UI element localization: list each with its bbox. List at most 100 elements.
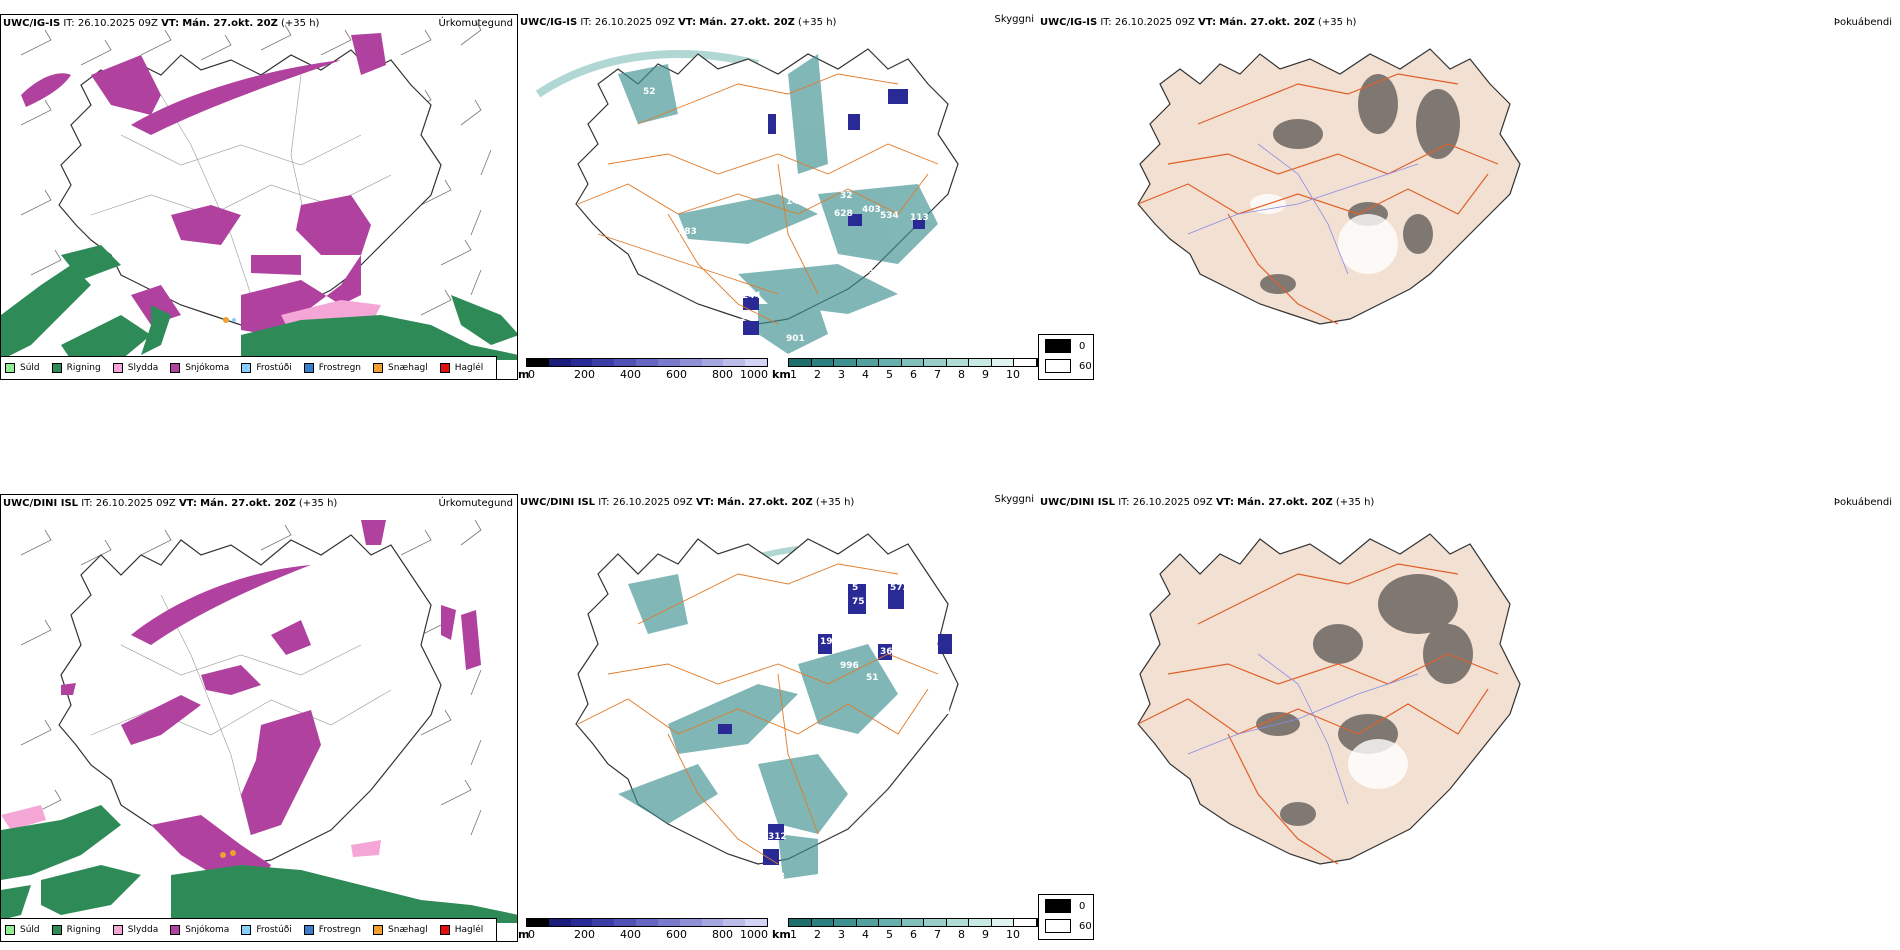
height-label-4: 383 (678, 227, 697, 237)
height-label-1: 5 (852, 583, 858, 593)
ceiling-color-step (570, 919, 593, 926)
fog-clear-areas (1348, 739, 1408, 789)
visibility-color-step (946, 359, 970, 366)
visibility-color-step (946, 919, 970, 926)
visibility-color-step (879, 919, 902, 926)
visibility-colorbar: km 1 2 3 4 5 6 7 8 9 10 (772, 918, 1038, 941)
visibility-areas (618, 54, 938, 354)
legend-swatch-freezing-drizzle (241, 925, 252, 935)
visibility-color-step (991, 919, 1015, 926)
ceiling-map-drawing: 5 573 75 189 55 19 36 996 279 51 24 312 … (575, 533, 959, 882)
precip-legend: Súld Rigning Slydda Snjókoma Frostúði Fr… (1, 918, 498, 941)
height-label-9: 279 (900, 647, 919, 657)
height-label-6: 403 (862, 205, 881, 215)
height-label-8: 534 (880, 211, 899, 221)
height-label-3: 14 (786, 197, 799, 207)
legend-swatch-sleet (112, 363, 123, 373)
cloud-ceiling-map-row1: 52 35 14 383 32 403 628 534 113 349 244 … (518, 14, 1038, 380)
visibility-color-step (789, 919, 812, 926)
fog-map-drawing (1137, 48, 1521, 325)
ceiling-color-strip (526, 918, 768, 927)
height-label-13: 308 (766, 872, 785, 882)
height-label-2: 35 (613, 117, 626, 127)
visibility-color-step (811, 919, 835, 926)
low-ceiling-spots (718, 584, 952, 865)
fog-map-drawing (1137, 533, 1521, 865)
ceiling-color-step (614, 359, 637, 366)
graupel-point (230, 850, 236, 856)
legend-swatch-hail (439, 363, 450, 373)
ceiling-color-step (701, 919, 724, 926)
ceiling-color-step (527, 359, 549, 366)
ceiling-color-step (592, 359, 615, 366)
panel-header: UWC/IG-IS IT: 26.10.2025 09Z VT: Mán. 27… (520, 17, 837, 28)
visibility-color-step (1014, 359, 1038, 366)
panel-title: Úrkomutegund (438, 498, 513, 509)
fog-swatch-0 (1045, 899, 1071, 913)
panel-header: UWC/IG-IS IT: 26.10.2025 09Z VT: Mán. 27… (3, 18, 320, 29)
height-label-5: 32 (840, 191, 853, 201)
height-label-3: 75 (852, 597, 865, 607)
visibility-color-step (924, 359, 947, 366)
fog-legend: 0 60 (1038, 334, 1094, 380)
visibility-colorbar: km 1 2 3 4 5 6 7 8 9 10 (772, 358, 1038, 380)
ceiling-color-step (701, 359, 724, 366)
height-label-6: 19 (820, 637, 833, 647)
height-label-13: 901 (786, 334, 805, 344)
legend-swatch-freezing-rain (303, 925, 314, 935)
iceland-outline (1137, 533, 1521, 865)
visibility-color-step (901, 919, 925, 926)
legend-swatch-rain (51, 925, 62, 935)
visibility-color-step (969, 359, 992, 366)
cloud-ceiling-map-row2: 5 573 75 189 55 19 36 996 279 51 24 312 … (518, 494, 1038, 942)
visibility-color-step (834, 919, 857, 926)
visibility-color-step (856, 919, 880, 926)
visibility-color-step (856, 359, 880, 366)
height-label-4: 189 (870, 605, 889, 615)
panel-title: Skyggni (994, 494, 1034, 505)
roads (577, 563, 939, 865)
height-label-7: 628 (834, 209, 853, 219)
ceiling-map-drawing: 52 35 14 383 32 403 628 534 113 349 244 … (535, 48, 959, 354)
panel-header: UWC/DINI ISL IT: 26.10.2025 09Z VT: Mán.… (1040, 497, 1375, 508)
ceiling-color-step (592, 919, 615, 926)
legend-swatch-drizzle (5, 363, 15, 373)
precip-type-map-row2: UWC/DINI ISL IT: 26.10.2025 09Z VT: Mán.… (0, 494, 518, 942)
panel-title: Þokuábendi (1833, 17, 1892, 28)
height-label-1: 52 (643, 87, 656, 97)
ceiling-color-step (570, 359, 593, 366)
roads (1137, 563, 1499, 865)
visibility-color-step (901, 359, 925, 366)
visibility-color-step (969, 919, 992, 926)
ceiling-color-step (657, 359, 680, 366)
graupel-point (223, 317, 229, 323)
height-label-11: 244 (742, 291, 761, 301)
ceiling-color-step (548, 919, 571, 926)
ceiling-color-step (745, 919, 767, 926)
legend-swatch-rain (51, 363, 62, 373)
ceiling-colorbar: m 0 200 400 600 800 1000 (518, 918, 768, 941)
legend-swatch-snow (170, 925, 181, 935)
rivers (1187, 653, 1419, 805)
panel-title: Skyggni (994, 14, 1034, 25)
visibility-color-strip (788, 358, 1038, 367)
legend-swatch-graupel (373, 363, 384, 373)
freezing-drizzle-point (232, 318, 236, 322)
legend-swatch-hail (439, 925, 450, 935)
fog-swatch-0 (1045, 339, 1071, 353)
legend-swatch-graupel (373, 925, 384, 935)
visibility-color-step (789, 359, 812, 366)
ceiling-color-step (636, 359, 658, 366)
ceiling-color-step (723, 359, 746, 366)
ceiling-color-step (745, 359, 767, 366)
ceiling-color-step (527, 919, 549, 926)
legend-swatch-drizzle (5, 925, 15, 935)
panel-header: UWC/DINI ISL IT: 26.10.2025 09Z VT: Mán.… (520, 497, 855, 508)
roads (1137, 73, 1499, 325)
legend-swatch-snow (170, 363, 181, 373)
height-label-10: 51 (866, 673, 879, 683)
rivers (1187, 143, 1419, 275)
ceiling-colorbar: m 0 200 400 600 800 1000 (518, 358, 768, 380)
height-label-5: 55 (908, 605, 921, 615)
visibility-color-step (1014, 919, 1038, 926)
